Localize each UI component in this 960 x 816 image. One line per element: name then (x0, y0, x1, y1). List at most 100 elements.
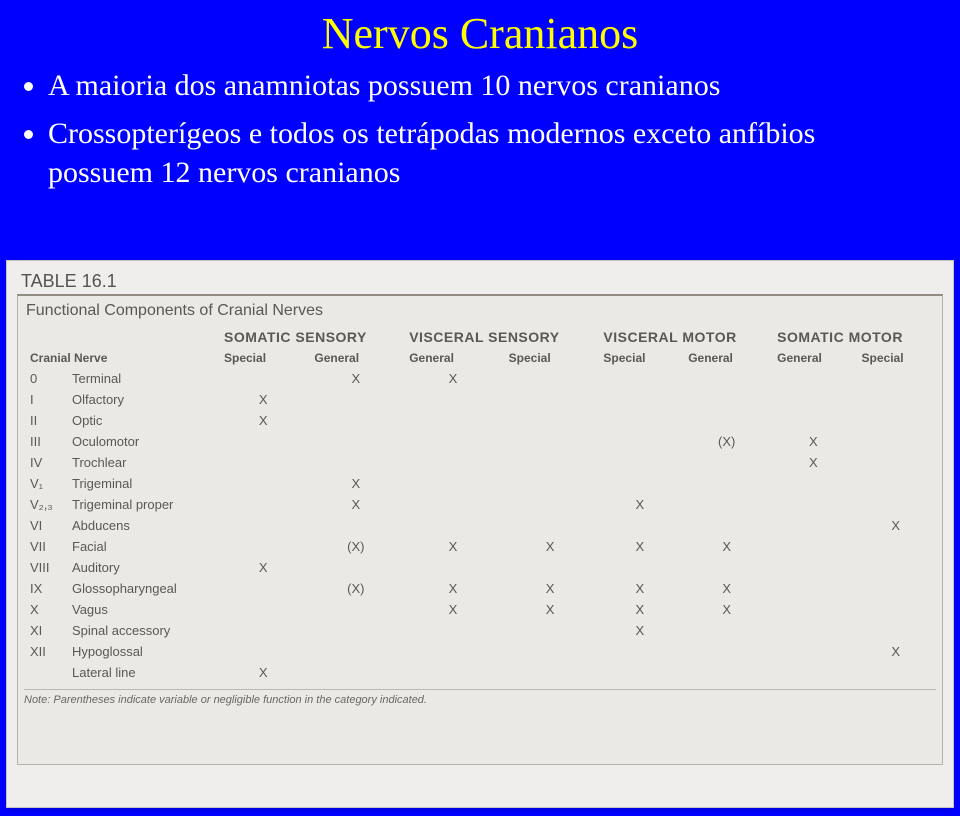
table-group-row: SOMATIC SENSORY VISCERAL SENSORY VISCERA… (24, 326, 936, 348)
table-cell (771, 557, 855, 578)
table-row: VIIIAuditoryX (24, 557, 936, 578)
table-cell: (X) (308, 536, 403, 557)
table-cell: X (597, 599, 682, 620)
sub-header: Special (503, 348, 598, 368)
table-cell (856, 536, 936, 557)
table-cell (403, 431, 502, 452)
table-row: V₁TrigeminalX (24, 473, 936, 494)
table-cell (597, 473, 682, 494)
table-cell (403, 620, 502, 641)
table-cell (403, 410, 502, 431)
table-row: XIIHypoglossalX (24, 641, 936, 662)
group-header: SOMATIC SENSORY (218, 326, 403, 348)
table-cell (503, 452, 598, 473)
table-row: IOlfactoryX (24, 389, 936, 410)
table-cell (218, 515, 308, 536)
table-cell (503, 620, 598, 641)
table-cell (403, 515, 502, 536)
table-row: XVagusXXXX (24, 599, 936, 620)
nerve-name: Optic (66, 410, 218, 431)
nerve-name: Vagus (66, 599, 218, 620)
table-cell (308, 599, 403, 620)
nerve-number: I (24, 389, 66, 410)
table-row: IIOpticX (24, 410, 936, 431)
slide: Nervos Cranianos A maioria dos anamniota… (0, 0, 960, 816)
table-cell (503, 368, 598, 389)
table-cell: X (682, 599, 771, 620)
note-body: Parentheses indicate variable or negligi… (53, 694, 427, 706)
table-cell (503, 515, 598, 536)
nerve-number: VI (24, 515, 66, 536)
table-cell (856, 662, 936, 683)
table-cell: X (597, 578, 682, 599)
group-header: SOMATIC MOTOR (771, 326, 936, 348)
nerve-number: V₁ (24, 473, 66, 494)
table-cell (856, 620, 936, 641)
table-cell (597, 452, 682, 473)
table-cell (308, 620, 403, 641)
group-header: VISCERAL MOTOR (597, 326, 771, 348)
table-cell (856, 473, 936, 494)
table-cell: X (597, 494, 682, 515)
table-cell (682, 452, 771, 473)
table-cell (771, 368, 855, 389)
table-cell (308, 557, 403, 578)
table-note: Note: Parentheses indicate variable or n… (24, 689, 936, 706)
table-cell (771, 515, 855, 536)
table-block: Functional Components of Cranial Nerves … (17, 294, 943, 765)
table-cell (503, 410, 598, 431)
sub-header: Special (218, 348, 308, 368)
slide-title: Nervos Cranianos (0, 0, 960, 59)
table-cell: X (218, 557, 308, 578)
table-cell (771, 389, 855, 410)
table-cell (503, 473, 598, 494)
sub-header: General (771, 348, 855, 368)
group-header: VISCERAL SENSORY (403, 326, 597, 348)
row-header-label: Cranial Nerve (24, 348, 218, 368)
table-row: 0TerminalXX (24, 368, 936, 389)
table-cell (218, 473, 308, 494)
nerve-name: Oculomotor (66, 431, 218, 452)
table-cell (403, 494, 502, 515)
table-cell (682, 494, 771, 515)
table-row: Lateral lineX (24, 662, 936, 683)
table-label: TABLE 16.1 (21, 271, 943, 292)
table-row: IIIOculomotor(X)X (24, 431, 936, 452)
nerve-number: 0 (24, 368, 66, 389)
table-cell: X (771, 431, 855, 452)
nerve-number: IV (24, 452, 66, 473)
nerve-number: XII (24, 641, 66, 662)
table-cell (503, 431, 598, 452)
nerve-name: Abducens (66, 515, 218, 536)
table-cell (218, 431, 308, 452)
table-cell (682, 473, 771, 494)
table-cell (771, 473, 855, 494)
table-cell (771, 410, 855, 431)
table-cell: X (308, 494, 403, 515)
table-cell (597, 641, 682, 662)
nerve-number (24, 662, 66, 683)
table-row: XISpinal accessoryX (24, 620, 936, 641)
table-cell (503, 641, 598, 662)
table-cell (403, 662, 502, 683)
nerve-number: XI (24, 620, 66, 641)
nerve-number: V₂,₃ (24, 494, 66, 515)
nerve-name: Trochlear (66, 452, 218, 473)
table-row: IXGlossopharyngeal(X)XXXX (24, 578, 936, 599)
table-cell: X (856, 515, 936, 536)
nerve-name: Lateral line (66, 662, 218, 683)
table-body: 0TerminalXXIOlfactoryXIIOpticXIIIOculomo… (24, 368, 936, 683)
table-title: Functional Components of Cranial Nerves (26, 302, 936, 320)
table-cell (856, 368, 936, 389)
nerve-name: Spinal accessory (66, 620, 218, 641)
table-cell (597, 389, 682, 410)
table-cell (308, 641, 403, 662)
nerve-number: II (24, 410, 66, 431)
table-cell (218, 494, 308, 515)
table-cell (771, 662, 855, 683)
sub-header: General (403, 348, 502, 368)
sub-header: Special (597, 348, 682, 368)
table-cell (308, 389, 403, 410)
nerve-name: Trigeminal (66, 473, 218, 494)
cranial-nerves-table: SOMATIC SENSORY VISCERAL SENSORY VISCERA… (24, 326, 936, 683)
